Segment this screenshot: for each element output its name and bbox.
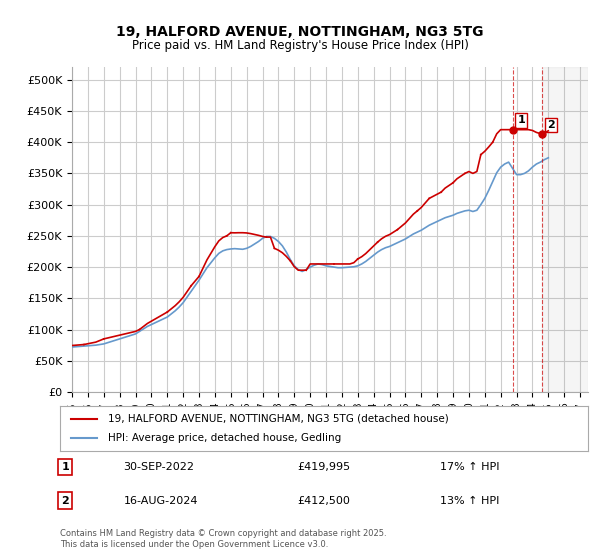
Text: Price paid vs. HM Land Registry's House Price Index (HPI): Price paid vs. HM Land Registry's House …: [131, 39, 469, 52]
Text: 1: 1: [61, 462, 69, 472]
Text: 30-SEP-2022: 30-SEP-2022: [124, 462, 194, 472]
Text: 13% ↑ HPI: 13% ↑ HPI: [440, 496, 500, 506]
Text: Contains HM Land Registry data © Crown copyright and database right 2025.
This d: Contains HM Land Registry data © Crown c…: [60, 529, 386, 549]
Text: 17% ↑ HPI: 17% ↑ HPI: [440, 462, 500, 472]
Text: 1: 1: [517, 115, 525, 125]
Text: 2: 2: [61, 496, 69, 506]
Text: £419,995: £419,995: [298, 462, 351, 472]
Text: 19, HALFORD AVENUE, NOTTINGHAM, NG3 5TG (detached house): 19, HALFORD AVENUE, NOTTINGHAM, NG3 5TG …: [107, 413, 448, 423]
Text: 16-AUG-2024: 16-AUG-2024: [124, 496, 198, 506]
Text: 2: 2: [547, 120, 555, 130]
Text: HPI: Average price, detached house, Gedling: HPI: Average price, detached house, Gedl…: [107, 433, 341, 444]
Bar: [542, 67, 588, 392]
Text: £412,500: £412,500: [298, 496, 350, 506]
Text: 19, HALFORD AVENUE, NOTTINGHAM, NG3 5TG: 19, HALFORD AVENUE, NOTTINGHAM, NG3 5TG: [116, 25, 484, 39]
